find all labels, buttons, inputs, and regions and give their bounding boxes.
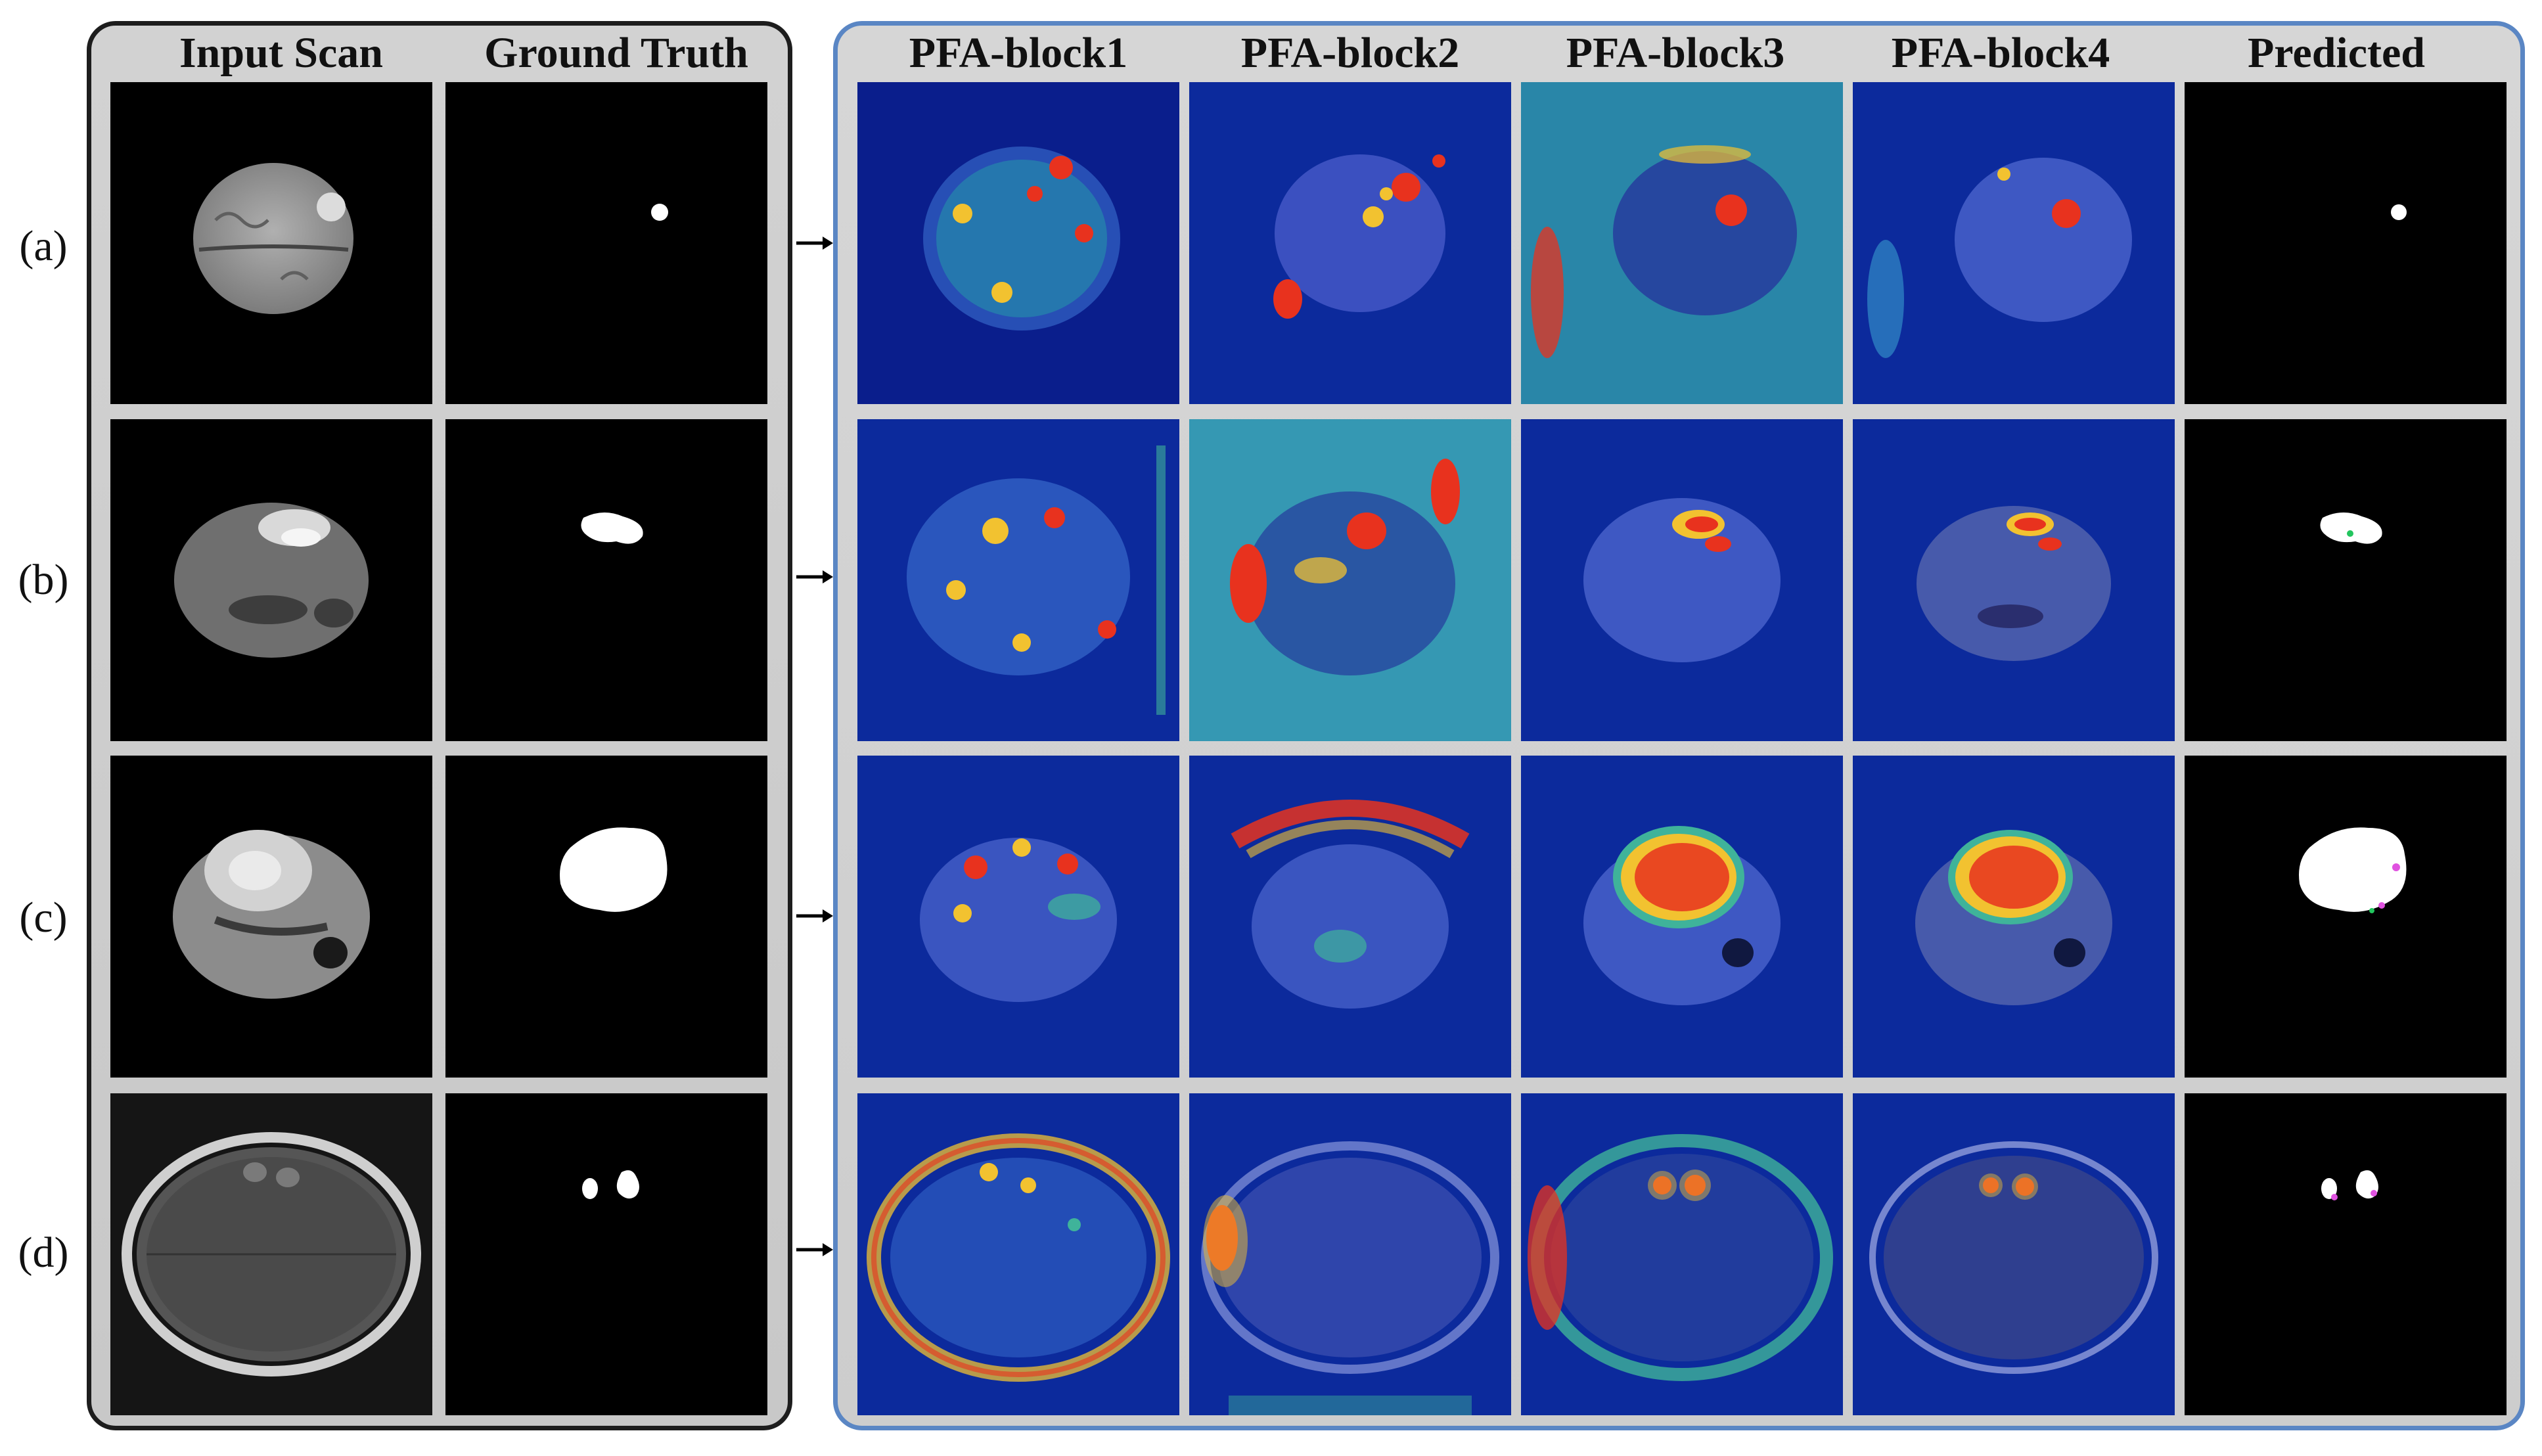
- predicted-b: [2185, 419, 2507, 741]
- header-pfa-block1: PFA-block1: [909, 29, 1128, 77]
- pfa-block1-d: [857, 1093, 1179, 1415]
- predicted-d: [2185, 1093, 2507, 1415]
- pfa-block4-a: [1853, 82, 2175, 404]
- input-scan-d: [110, 1093, 432, 1415]
- pfa-block3-b: [1521, 419, 1843, 741]
- pfa-block3-a: [1521, 82, 1843, 404]
- row-label-b: (b): [18, 556, 69, 604]
- arrow-icon: [796, 909, 833, 922]
- arrow-icon: [796, 570, 833, 583]
- ground-truth-b: [445, 419, 767, 741]
- predicted-c: [2185, 756, 2507, 1078]
- pfa-block1-c: [857, 756, 1179, 1078]
- row-label-c: (c): [19, 894, 68, 942]
- ground-truth-d: [445, 1093, 767, 1415]
- pfa-block3-d: [1521, 1093, 1843, 1415]
- pfa-block2-a: [1189, 82, 1511, 404]
- pfa-block2-d: [1189, 1093, 1511, 1415]
- header-pfa-block3: PFA-block3: [1566, 29, 1785, 77]
- pfa-block1-a: [857, 82, 1179, 404]
- ground-truth-a: [445, 82, 767, 404]
- pfa-block4-c: [1853, 756, 2175, 1078]
- pfa-block2-b: [1189, 419, 1511, 741]
- pfa-block1-b: [857, 419, 1179, 741]
- header-input-scan: Input Scan: [179, 29, 383, 77]
- arrow-icon: [796, 1243, 833, 1256]
- pfa-block3-c: [1521, 756, 1843, 1078]
- pfa-block4-d: [1853, 1093, 2175, 1415]
- row-label-a: (a): [19, 222, 68, 270]
- ground-truth-c: [445, 756, 767, 1078]
- input-scan-a: [110, 82, 432, 404]
- header-predicted: Predicted: [2247, 29, 2426, 77]
- pfa-block4-b: [1853, 419, 2175, 741]
- arrow-icon: [796, 237, 833, 250]
- header-pfa-block2: PFA-block2: [1240, 29, 1460, 77]
- row-label-d: (d): [18, 1229, 69, 1277]
- input-scan-b: [110, 419, 432, 741]
- header-ground-truth: Ground Truth: [484, 29, 748, 77]
- header-pfa-block4: PFA-block4: [1891, 29, 2110, 77]
- pfa-block2-c: [1189, 756, 1511, 1078]
- predicted-a: [2185, 82, 2507, 404]
- input-scan-c: [110, 756, 432, 1078]
